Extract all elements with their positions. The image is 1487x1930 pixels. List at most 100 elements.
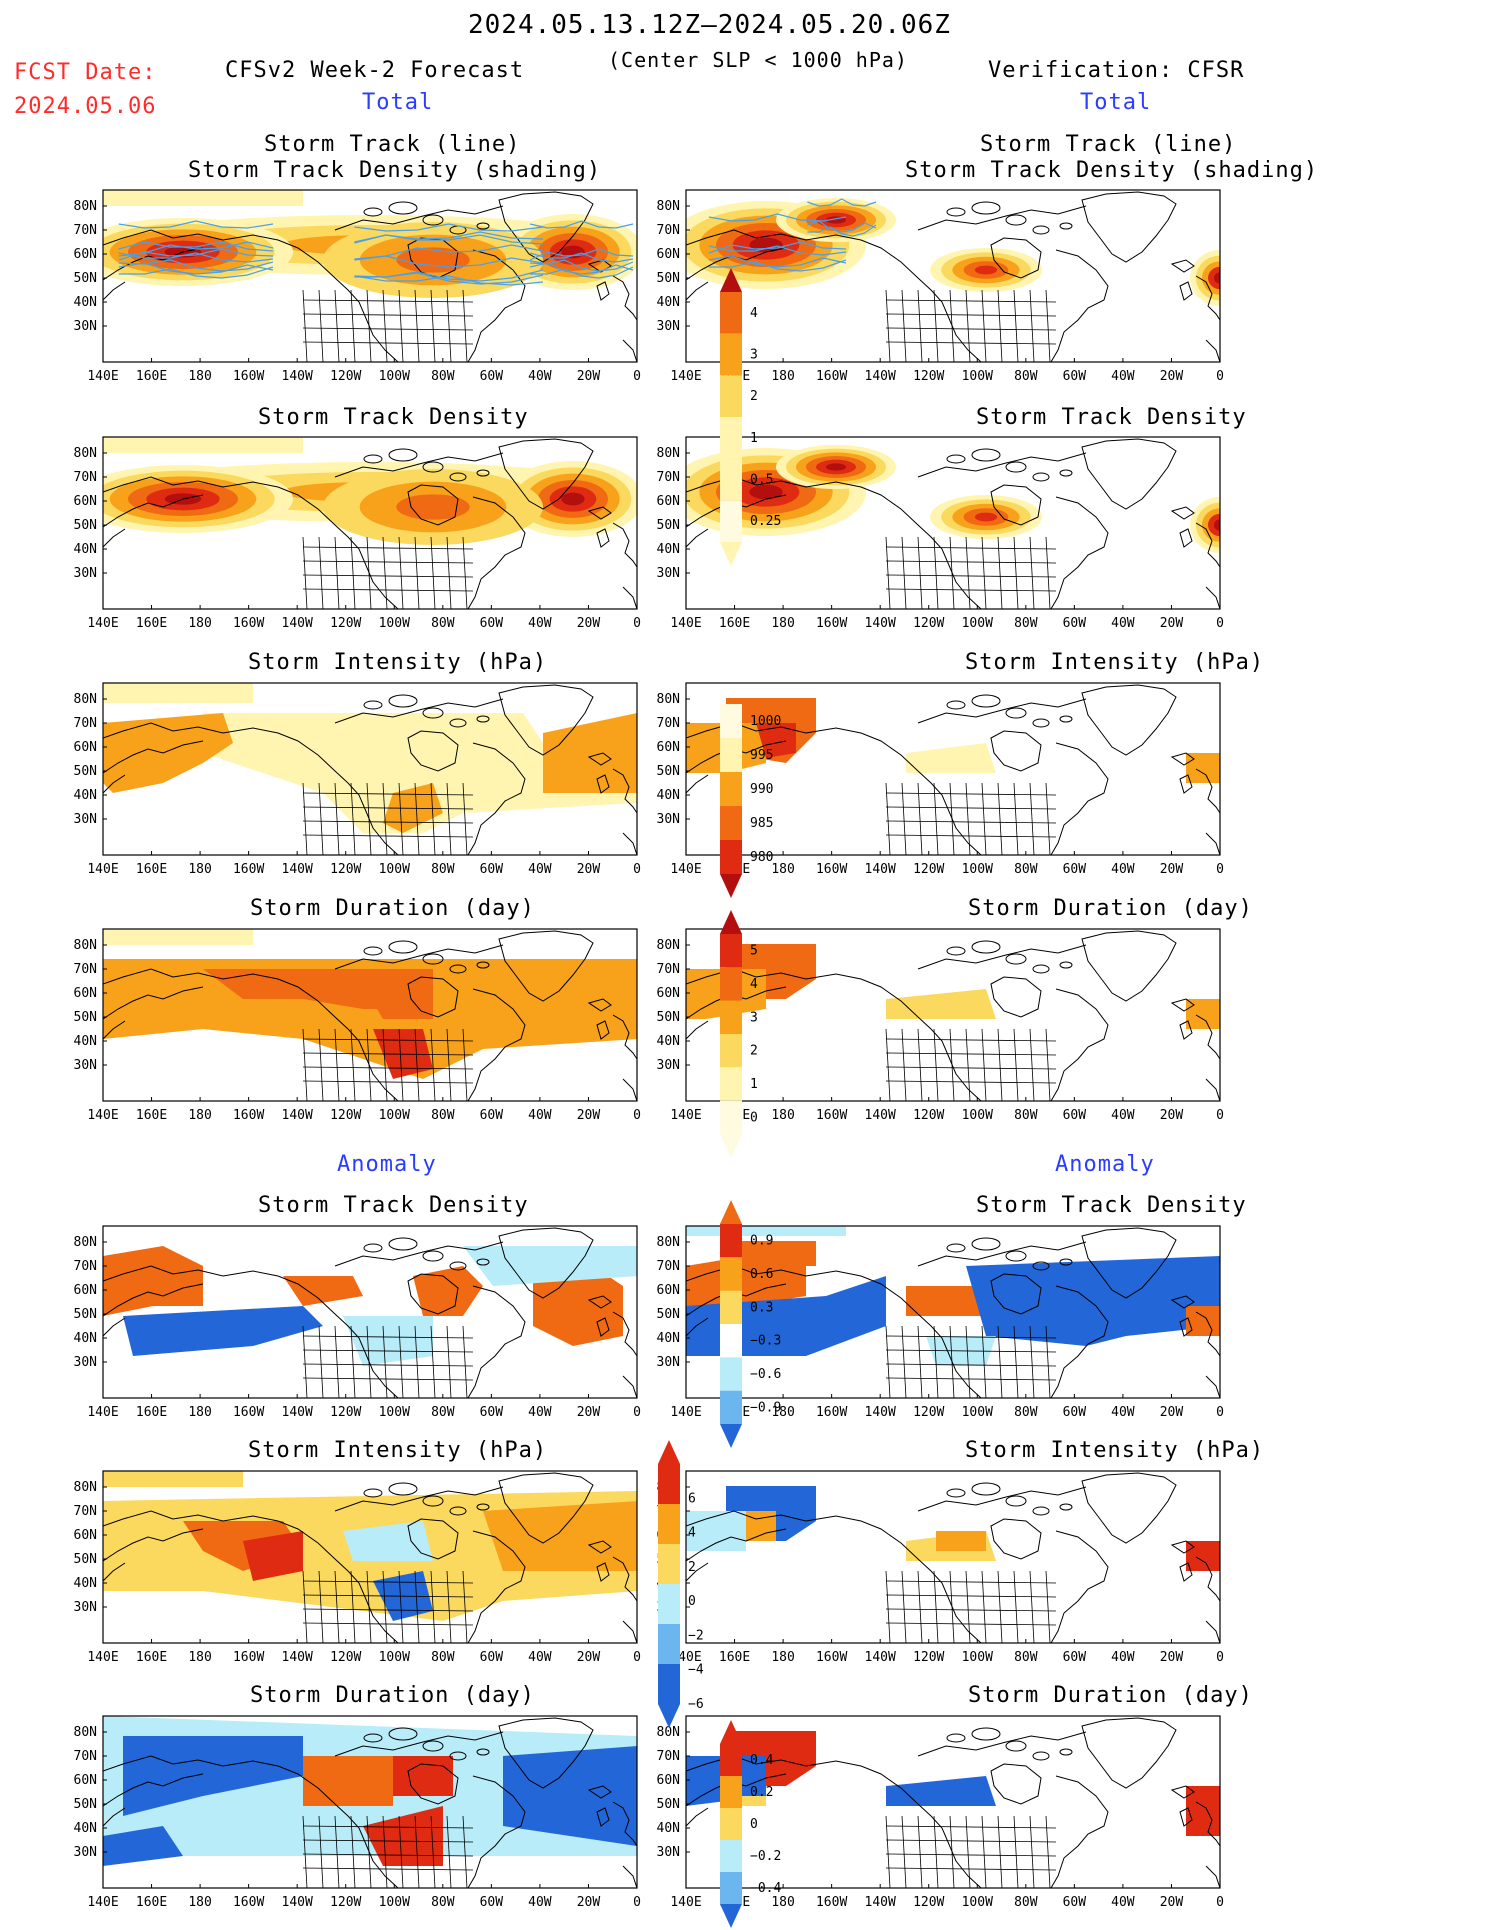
lat-tick-label: 50N <box>657 271 680 286</box>
colorbar-tick-label: 1 <box>750 1077 758 1092</box>
lon-tick-label: 120W <box>330 862 361 877</box>
lat-tick-label: 50N <box>657 518 680 533</box>
title-track-line-right: Storm Track (line) <box>980 132 1237 157</box>
lat-tick-label: 30N <box>657 1058 680 1073</box>
map-panel-fcst-density: 80N 70N 60N 50N 40N 30N 140E 160E 180 160W 140W 120… <box>74 189 641 386</box>
lon-tick-label: 60W <box>1063 616 1087 631</box>
lon-tick-label: 160W <box>233 1895 264 1910</box>
lat-tick-label: 60N <box>657 1773 680 1788</box>
lat-tick-label: 30N <box>74 1845 97 1860</box>
lat-tick-label: 50N <box>74 1307 97 1322</box>
map-panel-fcst-duration-anom: 80N 70N 60N 50N 40N 30N 140E 160E 180 160W 140W 120… <box>74 1715 641 1912</box>
map-panel-obs-density: 80N70N60N50N40N30N140E160E180160W140W120… <box>657 189 1224 386</box>
map-panel-fcst-intensity-anom: 80N 70N 60N 50N 40N 30N 140E 160E 180 160W 140W 120… <box>74 1470 641 1667</box>
lon-tick-label: 180 <box>771 1405 794 1420</box>
anomaly-right-label: Anomaly <box>1055 1152 1155 1177</box>
lon-tick-label: 20W <box>1160 616 1184 631</box>
colorbar-tick-label: 2 <box>750 1044 758 1059</box>
lon-tick-label: 80W <box>1014 369 1038 384</box>
lon-tick-label: 180 <box>771 862 794 877</box>
lat-tick-label: 70N <box>657 1259 680 1274</box>
colorbar-tick-label: −0.4 <box>750 1881 781 1896</box>
lon-tick-label: 120W <box>330 1405 361 1420</box>
lon-tick-label: 20W <box>1160 862 1184 877</box>
lat-tick-label: 80N <box>657 692 680 707</box>
lon-tick-label: 80W <box>1014 1405 1038 1420</box>
lat-tick-label: 70N <box>657 223 680 238</box>
lat-tick-label: 50N <box>74 764 97 779</box>
lat-tick-label: 40N <box>657 1331 680 1346</box>
lon-tick-label: 40W <box>1111 1405 1135 1420</box>
title-density-anom-left: Storm Track Density <box>258 1193 529 1218</box>
lon-tick-label: 60W <box>480 1405 504 1420</box>
lon-tick-label: 20W <box>577 369 601 384</box>
lat-tick-label: 40N <box>657 1034 680 1049</box>
colorbar-tick-label: 990 <box>750 782 773 797</box>
lat-tick-label: 60N <box>657 494 680 509</box>
lon-tick-label: 100W <box>962 1650 993 1665</box>
lon-tick-label: 120W <box>330 616 361 631</box>
colorbar-tick-label: 2 <box>688 1560 696 1575</box>
lat-tick-label: 60N <box>657 247 680 262</box>
title-duration-anom-left: Storm Duration (day) <box>250 1683 535 1708</box>
lon-tick-label: 0 <box>1216 1650 1224 1665</box>
lon-tick-label: 100W <box>962 1108 993 1123</box>
lat-tick-label: 50N <box>74 1010 97 1025</box>
lon-tick-label: 160E <box>136 369 167 384</box>
colorbar-tick-label: 0.5 <box>750 473 773 488</box>
colorbar-duration: 5 4 3 2 1 0 <box>720 910 800 1160</box>
lat-tick-label: 80N <box>74 938 97 953</box>
lon-tick-label: 120W <box>913 1650 944 1665</box>
lon-tick-label: 40W <box>1111 616 1135 631</box>
shading-field <box>686 930 1220 1101</box>
lat-tick-label: 70N <box>657 716 680 731</box>
lon-tick-label: 100W <box>962 862 993 877</box>
colorbar-tick-label: 985 <box>750 816 773 831</box>
lon-tick-label: 140E <box>87 369 118 384</box>
lon-tick-label: 120W <box>913 1405 944 1420</box>
lon-tick-label: 180 <box>188 369 211 384</box>
colorbar-tick-label: 0.6 <box>750 1267 773 1282</box>
lat-tick-label: 50N <box>74 1797 97 1812</box>
title-intensity-right: Storm Intensity (hPa) <box>965 650 1265 675</box>
lon-tick-label: 140W <box>282 1895 313 1910</box>
lat-tick-label: 30N <box>657 319 680 334</box>
lon-tick-label: 140E <box>670 862 701 877</box>
lon-tick-label: 20W <box>577 862 601 877</box>
colorbar-tick-label: 4 <box>750 977 758 992</box>
lat-tick-label: 40N <box>657 788 680 803</box>
lon-tick-label: 140W <box>865 616 896 631</box>
lon-tick-label: 140E <box>87 1650 118 1665</box>
lat-tick-label: 50N <box>657 764 680 779</box>
lon-tick-label: 0 <box>633 862 641 877</box>
map-panel-fcst-density: 80N 70N 60N 50N 40N 30N 140E 160E 180 160W 140W 120… <box>74 436 641 633</box>
lat-tick-label: 70N <box>74 470 97 485</box>
lon-tick-label: 120W <box>913 862 944 877</box>
lon-tick-label: 80W <box>1014 1108 1038 1123</box>
lon-tick-label: 140E <box>87 1895 118 1910</box>
colorbar-intensity-anom: 6 4 2 0 −2 −4 −6 <box>658 1440 738 1730</box>
lat-tick-label: 30N <box>74 1600 97 1615</box>
lon-tick-label: 60W <box>1063 862 1087 877</box>
lon-tick-label: 120W <box>913 369 944 384</box>
lon-tick-label: 20W <box>577 1895 601 1910</box>
colorbar-tick-label: 3 <box>750 1010 758 1025</box>
lon-tick-label: 160E <box>136 1895 167 1910</box>
lon-tick-label: 100W <box>962 616 993 631</box>
lon-tick-label: 180 <box>188 1895 211 1910</box>
lon-tick-label: 160W <box>233 1405 264 1420</box>
lon-tick-label: 100W <box>379 1895 410 1910</box>
colorbar-duration-anom: 0.4 0.2 0 −0.2 −0.4 <box>720 1720 800 1930</box>
lat-tick-label: 50N <box>74 271 97 286</box>
lat-tick-label: 60N <box>74 494 97 509</box>
lat-tick-label: 30N <box>74 566 97 581</box>
colorbar-tick-label: 5 <box>750 944 758 959</box>
lon-tick-label: 20W <box>1160 1895 1184 1910</box>
lon-tick-label: 160E <box>136 1405 167 1420</box>
lon-tick-label: 80W <box>431 616 455 631</box>
title-track-shading-left: Storm Track Density (shading) <box>188 158 602 183</box>
title-intensity-anom-left: Storm Intensity (hPa) <box>248 1438 548 1463</box>
lon-tick-label: 160W <box>816 616 847 631</box>
lon-tick-label: 100W <box>962 1405 993 1420</box>
title-density-right: Storm Track Density <box>976 405 1247 430</box>
